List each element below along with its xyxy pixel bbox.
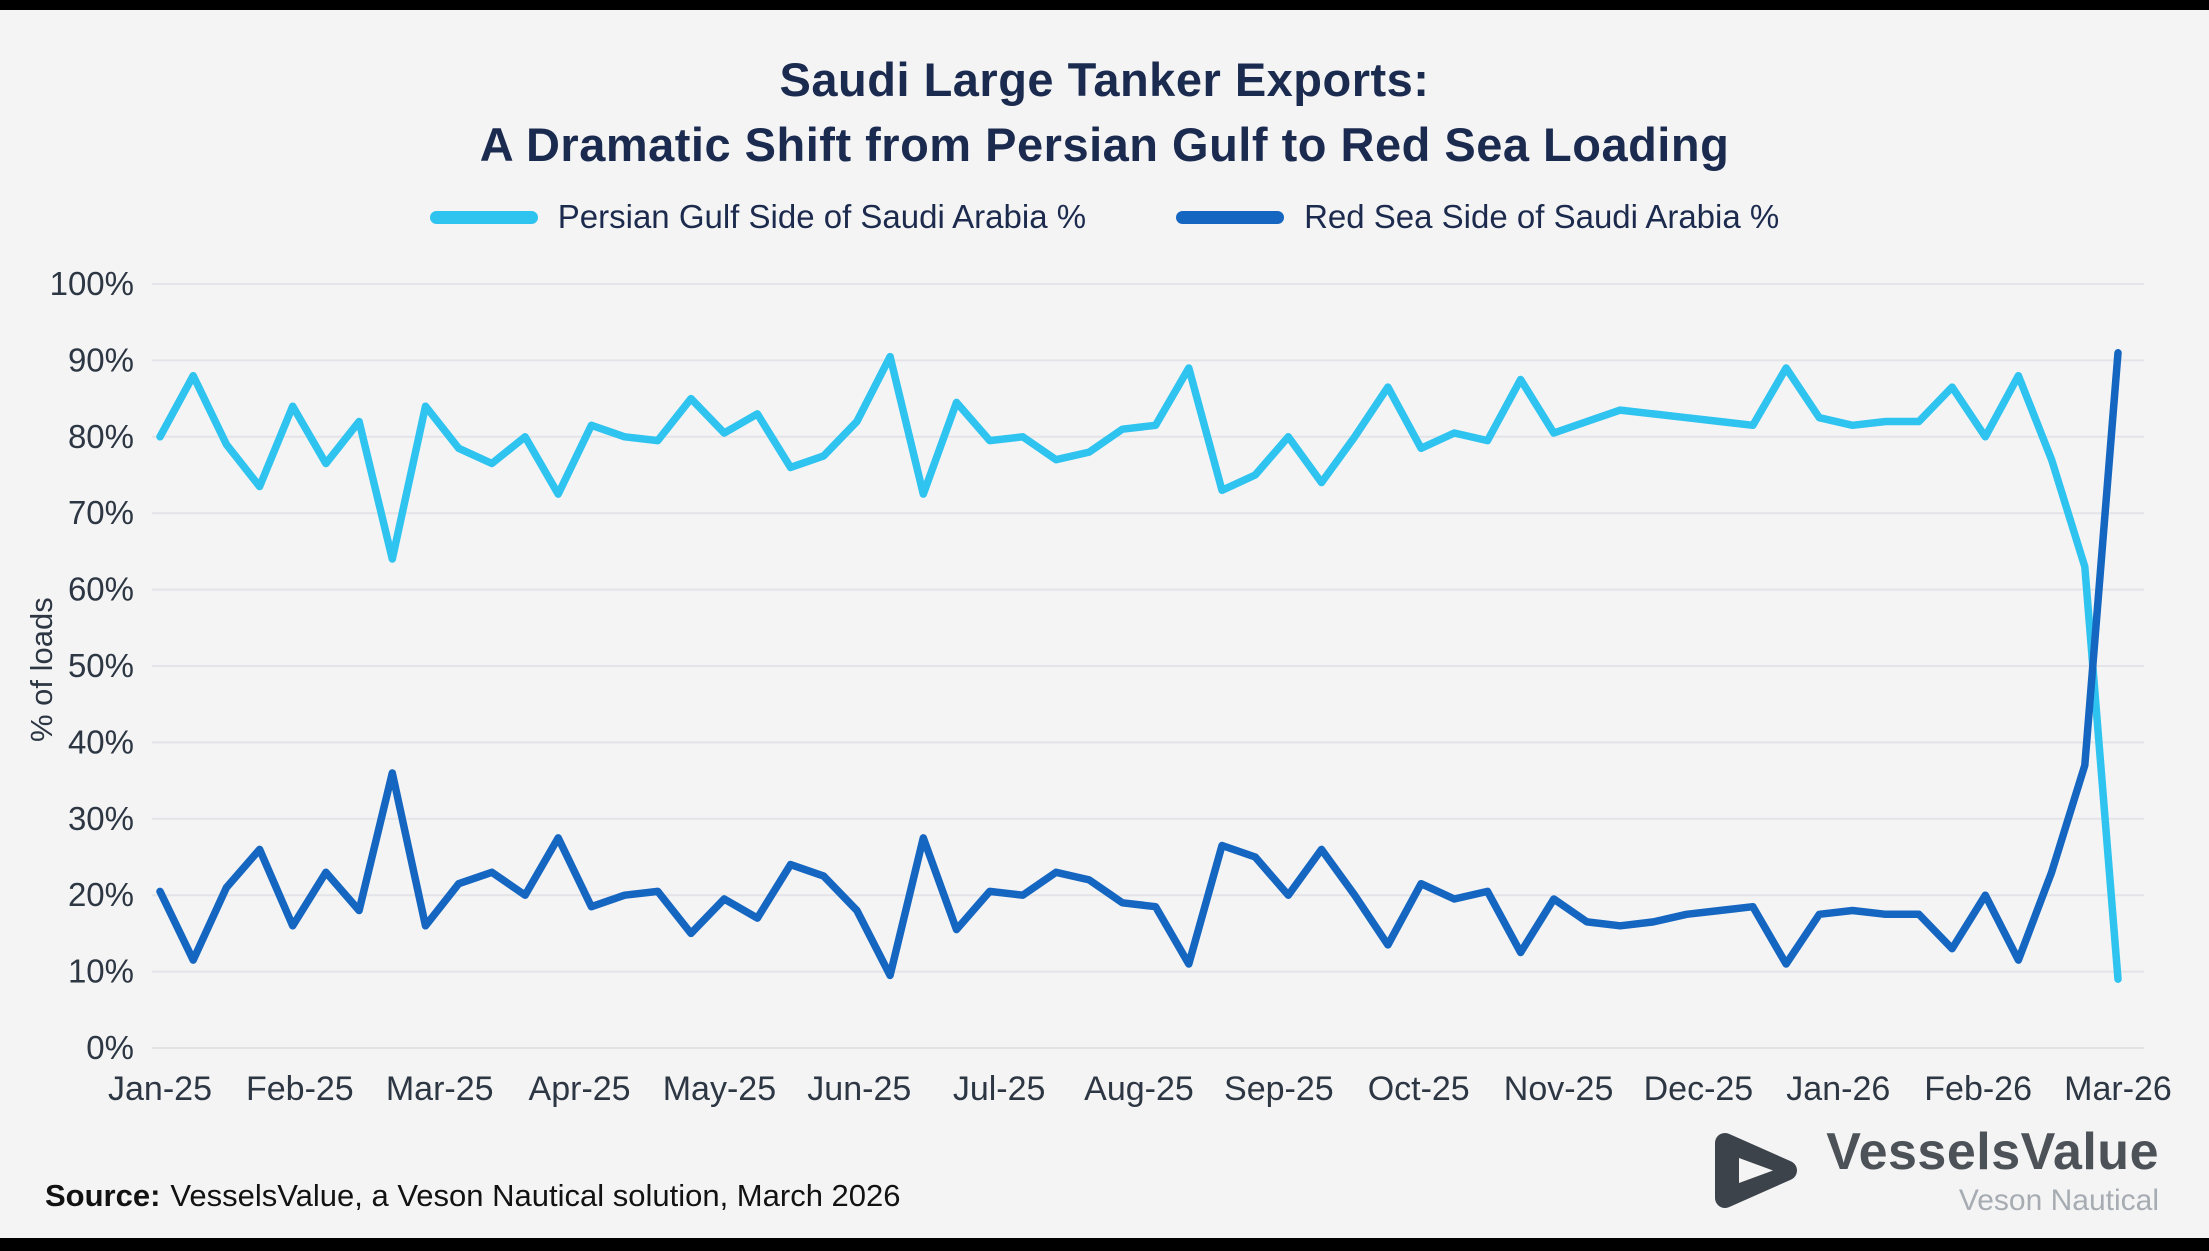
x-tick-label: Mar-25 xyxy=(386,1070,494,1108)
legend-label-red-sea: Red Sea Side of Saudi Arabia % xyxy=(1304,198,1780,235)
x-tick-label: May-25 xyxy=(663,1070,776,1108)
chart-title-line1: Saudi Large Tanker Exports: xyxy=(779,53,1430,106)
x-tick-label: Aug-25 xyxy=(1084,1070,1194,1108)
legend-label-persian-gulf: Persian Gulf Side of Saudi Arabia % xyxy=(557,198,1087,235)
source-note: Source: VesselsValue, a Veson Nautical so… xyxy=(45,1178,901,1214)
chart-title-line2: A Dramatic Shift from Persian Gulf to Re… xyxy=(479,117,1730,171)
x-tick-label: Feb-25 xyxy=(246,1070,354,1108)
x-tick-label: Mar-26 xyxy=(2064,1070,2172,1108)
y-tick-label: 0% xyxy=(86,1029,134,1066)
logo-text: VesselsValue Veson Nautical xyxy=(1826,1122,2159,1218)
line-chart: 0% 10% 20% 30% 40% 50% 60% 70% 80% 90% 100% Jan-25 F… xyxy=(50,265,2172,1108)
source-label: Source: xyxy=(45,1178,161,1213)
y-tick-label: 100% xyxy=(50,265,134,302)
y-tick-label: 60% xyxy=(68,571,134,608)
y-tick-label: 20% xyxy=(68,876,134,913)
logo-wordmark: VesselsValue xyxy=(1826,1123,2159,1181)
logo-subtitle: Veson Nautical xyxy=(1958,1184,2159,1217)
x-tick-label: Oct-25 xyxy=(1368,1070,1470,1108)
y-tick-label: 10% xyxy=(68,953,134,990)
series-line-red-sea xyxy=(156,349,2122,980)
x-tick-label: Nov-25 xyxy=(1504,1070,1614,1108)
chart-area: 0% 10% 20% 30% 40% 50% 60% 70% 80% 90% 100% Jan-25 F… xyxy=(0,248,2209,1128)
x-tick-label: Jul-25 xyxy=(953,1070,1046,1108)
y-tick-label: 70% xyxy=(68,494,134,531)
y-tick-label: 90% xyxy=(68,341,134,378)
x-tick-label: Feb-26 xyxy=(1924,1070,2032,1108)
vesselsvalue-logo-icon xyxy=(1715,1132,1798,1208)
x-tick-label: Sep-25 xyxy=(1224,1070,1334,1108)
bottom-border-bar xyxy=(0,1238,2209,1251)
legend-item-red-sea: Red Sea Side of Saudi Arabia % xyxy=(1176,198,1779,236)
x-tick-label: Jan-25 xyxy=(108,1070,212,1108)
top-border-bar xyxy=(0,0,2209,10)
vesselsvalue-logo: VesselsValue Veson Nautical xyxy=(1709,1122,2159,1218)
y-tick-label: 40% xyxy=(68,723,134,760)
x-tick-label: Dec-25 xyxy=(1644,1070,1754,1108)
legend-swatch-persian-gulf-icon xyxy=(429,210,538,224)
legend-swatch-red-sea-icon xyxy=(1176,210,1285,224)
chart-title: Saudi Large Tanker Exports: A Dramatic S… xyxy=(0,48,2209,178)
y-tick-label: 50% xyxy=(68,647,134,684)
y-tick-label: 80% xyxy=(68,418,134,455)
y-tick-label: 30% xyxy=(68,800,134,837)
legend-item-persian-gulf: Persian Gulf Side of Saudi Arabia % xyxy=(429,198,1087,236)
source-text: VesselsValue, a Veson Nautical solution,… xyxy=(170,1178,901,1213)
x-tick-label: Jan-26 xyxy=(1786,1070,1890,1108)
x-tick-label: Jun-25 xyxy=(807,1070,911,1108)
chart-legend: Persian Gulf Side of Saudi Arabia % Red … xyxy=(0,198,2209,236)
series-line-persian-gulf xyxy=(156,352,2122,983)
x-tick-label: Apr-25 xyxy=(529,1070,631,1108)
